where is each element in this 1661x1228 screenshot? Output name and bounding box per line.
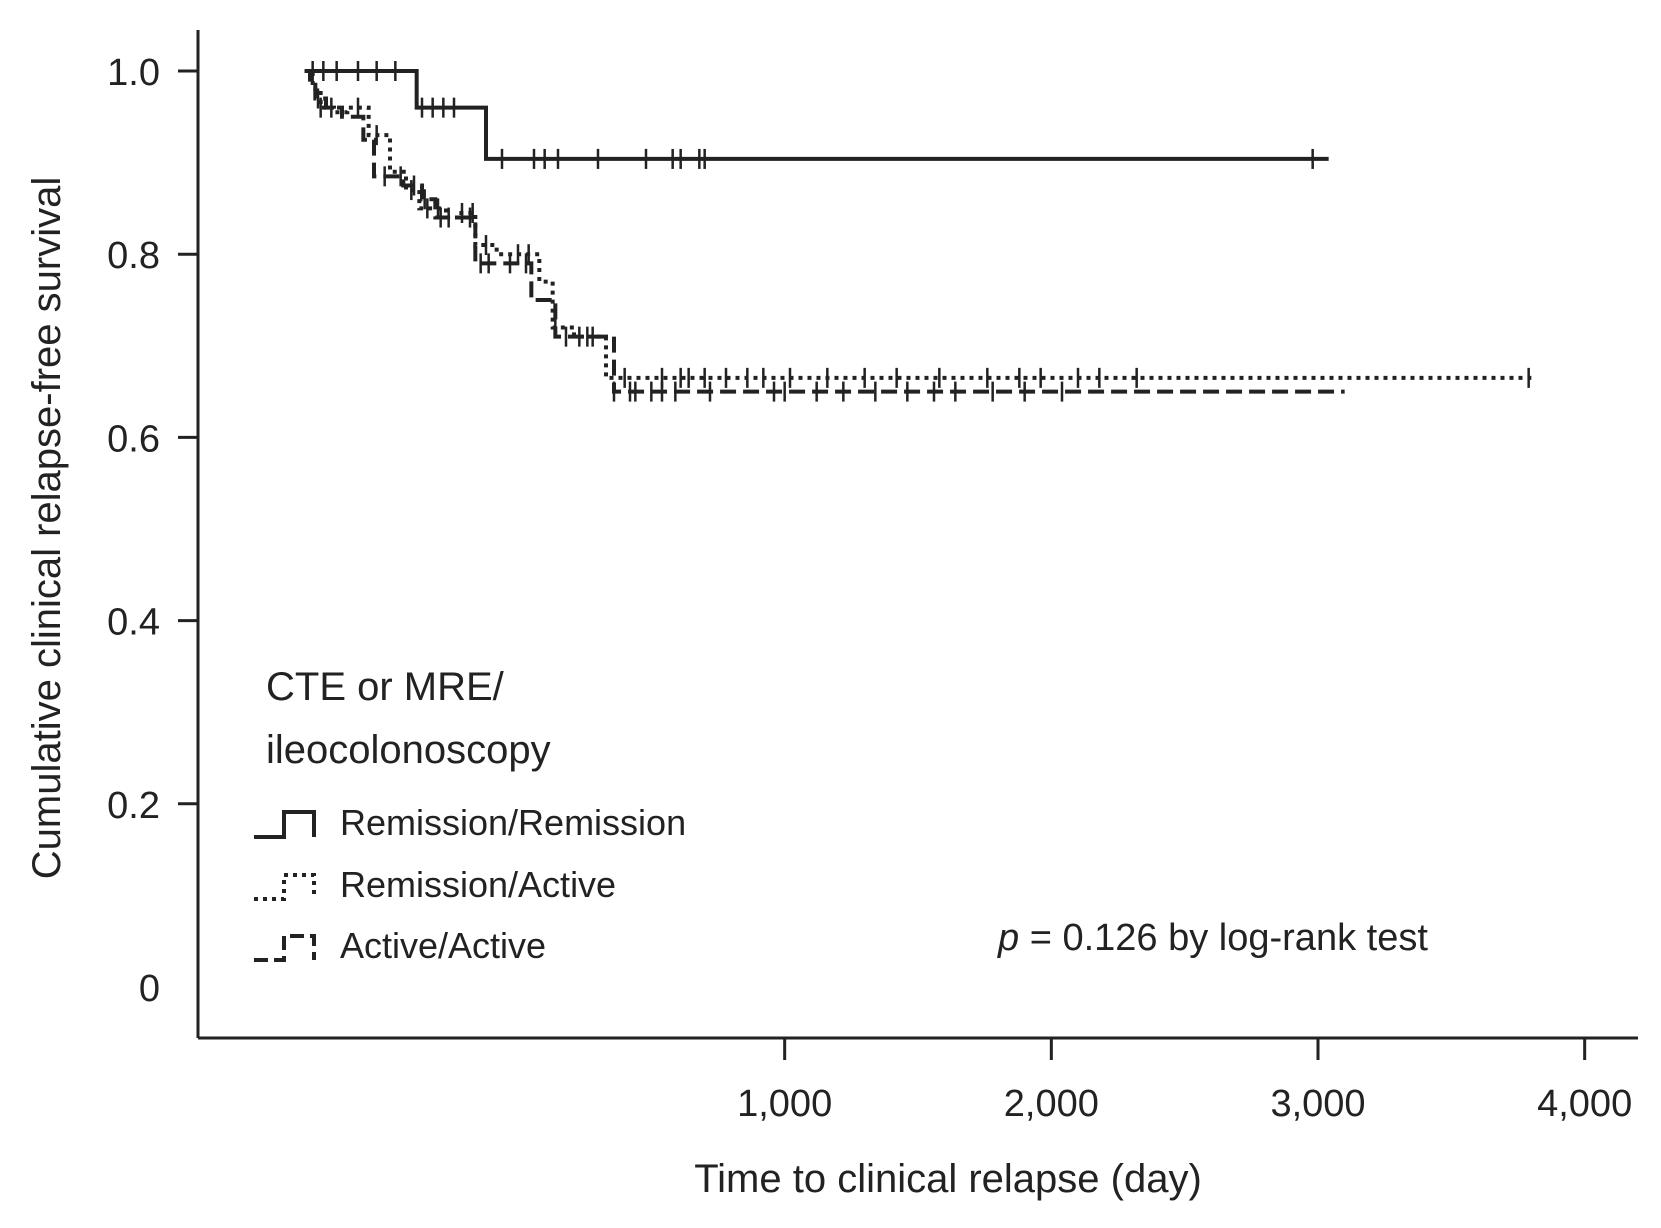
p-value-text: = 0.126 by log-rank test	[1019, 917, 1428, 959]
y-tick-label: 0.6	[107, 418, 160, 460]
legend-label-active-active: Active/Active	[340, 925, 546, 966]
x-tick-label: 4,000	[1537, 1083, 1632, 1125]
y-tick-label: 0.8	[107, 235, 160, 277]
legend-title-line-1: CTE or MRE/	[266, 665, 505, 709]
series-active-active	[304, 69, 1345, 402]
legend-swatch-remission-remission	[254, 810, 316, 839]
series-line	[304, 69, 1345, 394]
y-axis-title: Cumulative clinical relapse-free surviva…	[25, 177, 69, 879]
x-tick-label: 2,000	[1004, 1083, 1099, 1125]
x-axis-ticks: 1,000 2,000 3,000 4,000	[737, 1038, 1632, 1125]
legend-swatch-remission-active	[254, 873, 316, 901]
y-tick-label: 1.0	[107, 52, 160, 94]
legend-label-remission-remission: Remission/Remission	[340, 802, 686, 843]
axes	[196, 30, 1638, 1040]
series-remission-active	[304, 69, 1532, 388]
p-symbol: p	[997, 917, 1019, 959]
y-tick-label: 0.2	[107, 785, 160, 827]
series-line	[304, 69, 1532, 380]
x-tick-label: 1,000	[737, 1083, 832, 1125]
y-tick-label: 0.4	[107, 602, 160, 644]
p-value-annotation: p = 0.126 by log-rank test	[997, 917, 1428, 959]
y-axis-ticks: 0 0.2 0.4 0.6 0.8 1.0	[107, 52, 198, 1010]
legend-title-line-2: ileocolonoscopy	[266, 728, 551, 772]
x-axis-title: Time to clinical relapse (day)	[694, 1157, 1202, 1201]
series-line	[304, 69, 1329, 161]
series-remission-remission	[304, 61, 1329, 169]
y-tick-label: 0	[139, 968, 160, 1010]
legend: CTE or MRE/ ileocolonoscopy Remission/Re…	[254, 665, 686, 966]
series-layer	[304, 61, 1532, 402]
x-tick-label: 3,000	[1270, 1083, 1365, 1125]
legend-label-remission-active: Remission/Active	[340, 864, 616, 905]
legend-swatch-active-active	[254, 934, 316, 962]
